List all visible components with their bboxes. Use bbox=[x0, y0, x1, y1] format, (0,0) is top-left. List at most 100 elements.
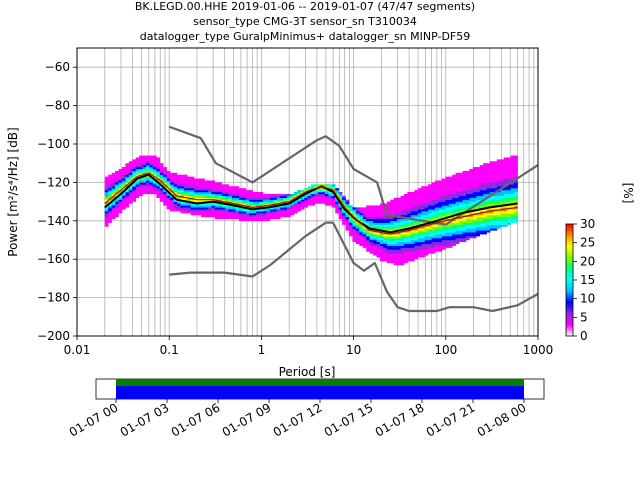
heatmap-cell bbox=[369, 241, 374, 245]
heatmap-cell bbox=[421, 207, 425, 210]
heatmap-cell bbox=[221, 195, 226, 198]
heatmap-cell bbox=[462, 192, 467, 195]
heatmap-cell bbox=[500, 199, 505, 202]
heatmap-cell bbox=[479, 178, 484, 181]
heatmap-cell bbox=[383, 228, 388, 231]
heatmap-cell bbox=[503, 186, 508, 189]
heatmap-cell bbox=[390, 220, 395, 223]
y-tick-label: −80 bbox=[45, 99, 70, 113]
heatmap-cell bbox=[245, 216, 250, 220]
heatmap-cell bbox=[218, 203, 223, 206]
heatmap-cell bbox=[108, 199, 112, 202]
heatmap-cell bbox=[414, 234, 419, 237]
heatmap-cell bbox=[500, 218, 505, 221]
heatmap-cell bbox=[359, 224, 364, 227]
heatmap-cell bbox=[204, 195, 209, 198]
heatmap-cell bbox=[249, 201, 253, 204]
heatmap-cell bbox=[452, 222, 456, 225]
heatmap-cell bbox=[404, 218, 408, 221]
heatmap-cell bbox=[183, 188, 188, 191]
heatmap-cell bbox=[514, 197, 518, 200]
heatmap-cell bbox=[410, 197, 415, 200]
heatmap-cell bbox=[235, 195, 240, 198]
heatmap-cell bbox=[490, 226, 494, 229]
heatmap-cell bbox=[156, 172, 161, 175]
heatmap-cell bbox=[379, 257, 384, 260]
heatmap-cell bbox=[125, 203, 130, 206]
heatmap-cell bbox=[121, 184, 126, 187]
heatmap-cell bbox=[510, 161, 515, 164]
heatmap-cell bbox=[448, 178, 453, 181]
heatmap-cell bbox=[507, 209, 511, 212]
heatmap-cell bbox=[428, 236, 432, 239]
heatmap-cell bbox=[197, 207, 202, 210]
heatmap-cell bbox=[108, 218, 112, 221]
heatmap-cell bbox=[404, 240, 408, 243]
heatmap-cell bbox=[218, 211, 223, 214]
heatmap-cell bbox=[369, 213, 374, 216]
heatmap-cell bbox=[479, 222, 484, 225]
heatmap-cell bbox=[500, 190, 505, 193]
heatmap-cell bbox=[383, 259, 388, 262]
heatmap-cell bbox=[228, 215, 233, 218]
heatmap-cell bbox=[276, 215, 281, 218]
heatmap-cell bbox=[211, 213, 216, 216]
heatmap-cell bbox=[496, 199, 501, 202]
heatmap-cell bbox=[283, 193, 288, 197]
y-axis-label: Power [m²/s⁴/Hz] [dB] bbox=[6, 127, 20, 256]
heatmap-cell bbox=[393, 238, 398, 241]
heatmap-cell bbox=[410, 257, 415, 260]
heatmap-cell bbox=[118, 197, 123, 200]
heatmap-cell bbox=[142, 186, 147, 189]
heatmap-cell bbox=[479, 168, 484, 172]
heatmap-cell bbox=[397, 203, 401, 206]
heatmap-cell bbox=[428, 193, 432, 197]
heatmap-cell bbox=[218, 197, 223, 200]
heatmap-cell bbox=[417, 216, 422, 220]
heatmap-cell bbox=[287, 205, 291, 208]
heatmap-cell bbox=[135, 184, 140, 187]
heatmap-cell bbox=[108, 192, 112, 195]
heatmap-cell bbox=[459, 184, 463, 187]
heatmap-cell bbox=[228, 197, 233, 200]
heatmap-cell bbox=[417, 195, 422, 198]
heatmap-cell bbox=[496, 186, 501, 189]
coverage-tick-label: 01-07 09 bbox=[220, 400, 274, 439]
heatmap-cell bbox=[118, 172, 123, 175]
heatmap-cell bbox=[459, 201, 463, 204]
heatmap-cell bbox=[173, 205, 178, 208]
heatmap-cell bbox=[132, 182, 137, 185]
heatmap-cell bbox=[490, 211, 494, 214]
heatmap-cell bbox=[448, 213, 453, 216]
heatmap-cell bbox=[496, 159, 501, 162]
heatmap-cell bbox=[238, 195, 243, 198]
heatmap-cell bbox=[214, 207, 219, 210]
heatmap-cell bbox=[424, 209, 429, 212]
heatmap-cell bbox=[194, 178, 198, 181]
heatmap-cell bbox=[180, 190, 185, 193]
heatmap-cell bbox=[462, 180, 467, 183]
heatmap-cell bbox=[400, 257, 405, 260]
heatmap-cell bbox=[483, 218, 487, 221]
heatmap-cell bbox=[483, 230, 487, 233]
heatmap-cell bbox=[459, 238, 463, 241]
heatmap-cell bbox=[486, 230, 491, 233]
heatmap-cell bbox=[369, 243, 374, 246]
heatmap-cell bbox=[431, 207, 436, 210]
heatmap-cell bbox=[410, 241, 415, 245]
heatmap-cell bbox=[410, 236, 415, 239]
heatmap-cell bbox=[369, 234, 374, 237]
heatmap-cell bbox=[232, 209, 236, 212]
heatmap-cell bbox=[146, 157, 150, 160]
heatmap-cell bbox=[204, 180, 209, 183]
heatmap-cell bbox=[393, 226, 398, 229]
heatmap-cell bbox=[187, 184, 192, 187]
heatmap-cell bbox=[479, 230, 484, 233]
heatmap-cell bbox=[514, 188, 518, 191]
heatmap-cell bbox=[407, 205, 412, 208]
heatmap-cell bbox=[428, 215, 432, 218]
heatmap-cell bbox=[503, 215, 508, 218]
heatmap-cell bbox=[459, 216, 463, 220]
heatmap-cell bbox=[211, 193, 216, 197]
heatmap-cell bbox=[345, 216, 350, 220]
